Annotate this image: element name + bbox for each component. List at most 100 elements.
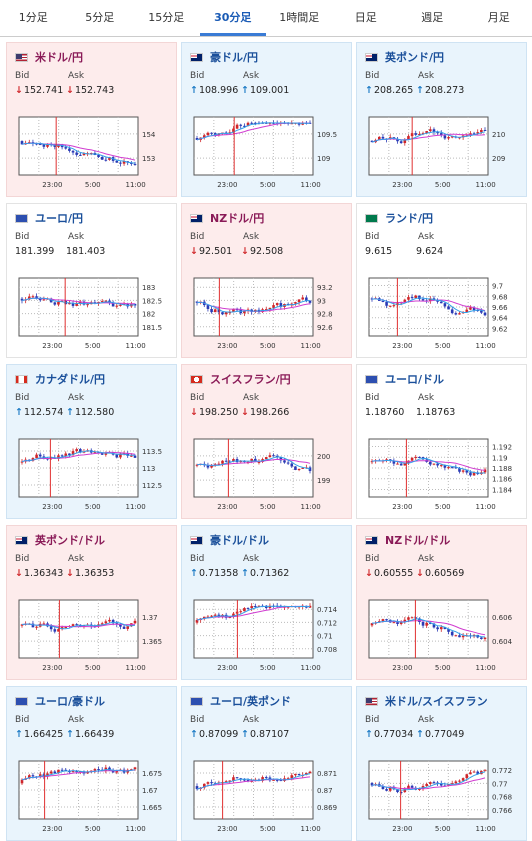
x-tick-label: 23:00 bbox=[42, 342, 62, 350]
y-tick-label: 0.712 bbox=[317, 619, 337, 627]
candle-body bbox=[465, 774, 468, 778]
currency-pair-name[interactable]: NZドル/ドル bbox=[385, 532, 450, 548]
candle-body bbox=[411, 617, 414, 618]
candle-body bbox=[35, 627, 38, 628]
candle-body bbox=[239, 611, 242, 612]
currency-pair-name[interactable]: ユーロ/豪ドル bbox=[35, 693, 105, 709]
y-tick-label: 1.186 bbox=[492, 476, 513, 484]
candle-body bbox=[64, 147, 67, 148]
currency-pair-name[interactable]: 英ポンド/ドル bbox=[35, 532, 105, 548]
y-tick-label: 182.5 bbox=[142, 297, 162, 305]
tab-6[interactable]: 週足 bbox=[399, 0, 466, 36]
za-jp-flag-icon bbox=[365, 214, 378, 223]
card-header: ユーロ/豪ドル bbox=[15, 694, 105, 708]
bid-label: Bid bbox=[365, 393, 379, 403]
card-header: 豪ドル/円 bbox=[190, 50, 258, 64]
candle-body bbox=[21, 780, 24, 784]
currency-pair-name[interactable]: 豪ドル/ドル bbox=[210, 532, 269, 548]
candle-body bbox=[72, 151, 75, 153]
bid-value: ↑0.71358 bbox=[190, 568, 238, 579]
up-arrow-icon: ↑ bbox=[365, 85, 373, 96]
candle-body bbox=[433, 782, 436, 783]
ask-value: 1.18763 bbox=[416, 407, 455, 418]
x-tick-label: 23:00 bbox=[42, 825, 62, 833]
candle-body bbox=[414, 457, 417, 458]
tab-5[interactable]: 日足 bbox=[333, 0, 400, 36]
candle-body bbox=[389, 306, 392, 307]
currency-pair-name[interactable]: NZドル/円 bbox=[210, 210, 264, 226]
candle-body bbox=[75, 153, 78, 155]
candle-body bbox=[115, 455, 118, 458]
tab-3[interactable]: 30分足 bbox=[200, 0, 267, 36]
tab-7[interactable]: 月足 bbox=[466, 0, 532, 36]
candle-body bbox=[484, 130, 487, 131]
currency-pair-name[interactable]: 豪ドル/円 bbox=[210, 49, 258, 65]
x-tick-label: 23:00 bbox=[42, 181, 62, 189]
currency-pair-name[interactable]: カナダドル/円 bbox=[35, 371, 105, 387]
x-tick-label: 5:00 bbox=[435, 825, 451, 833]
candle-body bbox=[393, 622, 396, 623]
ask-value: ↑0.77049 bbox=[416, 729, 464, 740]
bid-value: ↑108.996 bbox=[190, 85, 238, 96]
y-tick-label: 92.8 bbox=[317, 311, 333, 319]
ask-value: ↓152.743 bbox=[66, 85, 114, 96]
candle-body bbox=[276, 303, 279, 305]
card-header: ユーロ/ドル bbox=[365, 372, 444, 386]
y-tick-label: 200 bbox=[317, 453, 330, 461]
tab-2[interactable]: 15分足 bbox=[133, 0, 200, 36]
currency-pair-name[interactable]: ユーロ/ドル bbox=[385, 371, 444, 387]
bid-label: Bid bbox=[15, 232, 29, 242]
candle-body bbox=[134, 767, 137, 769]
currency-pair-name[interactable]: 英ポンド/円 bbox=[385, 49, 444, 65]
eu-jp-flag-icon bbox=[15, 214, 28, 223]
candle-body bbox=[119, 163, 122, 164]
y-tick-label: 9.62 bbox=[492, 325, 508, 333]
x-tick-label: 11:00 bbox=[126, 503, 146, 511]
currency-pair-name[interactable]: スイスフラン/円 bbox=[210, 371, 291, 387]
card-header: カナダドル/円 bbox=[15, 372, 105, 386]
tab-4[interactable]: 1時間足 bbox=[266, 0, 333, 36]
currency-pair-name[interactable]: 米ドル/円 bbox=[35, 49, 83, 65]
tab-0[interactable]: 1分足 bbox=[0, 0, 67, 36]
candle-body bbox=[484, 638, 487, 639]
currency-pair-name[interactable]: 米ドル/スイスフラン bbox=[385, 693, 488, 709]
candle-body bbox=[39, 144, 42, 145]
currency-pair-name[interactable]: ユーロ/円 bbox=[35, 210, 83, 226]
y-tick-label: 9.68 bbox=[492, 293, 508, 301]
currency-pair-name[interactable]: ユーロ/英ポンド bbox=[210, 693, 291, 709]
tab-1[interactable]: 5分足 bbox=[67, 0, 134, 36]
currency-pair-name[interactable]: ランド/円 bbox=[385, 210, 433, 226]
y-tick-label: 199 bbox=[317, 477, 330, 485]
